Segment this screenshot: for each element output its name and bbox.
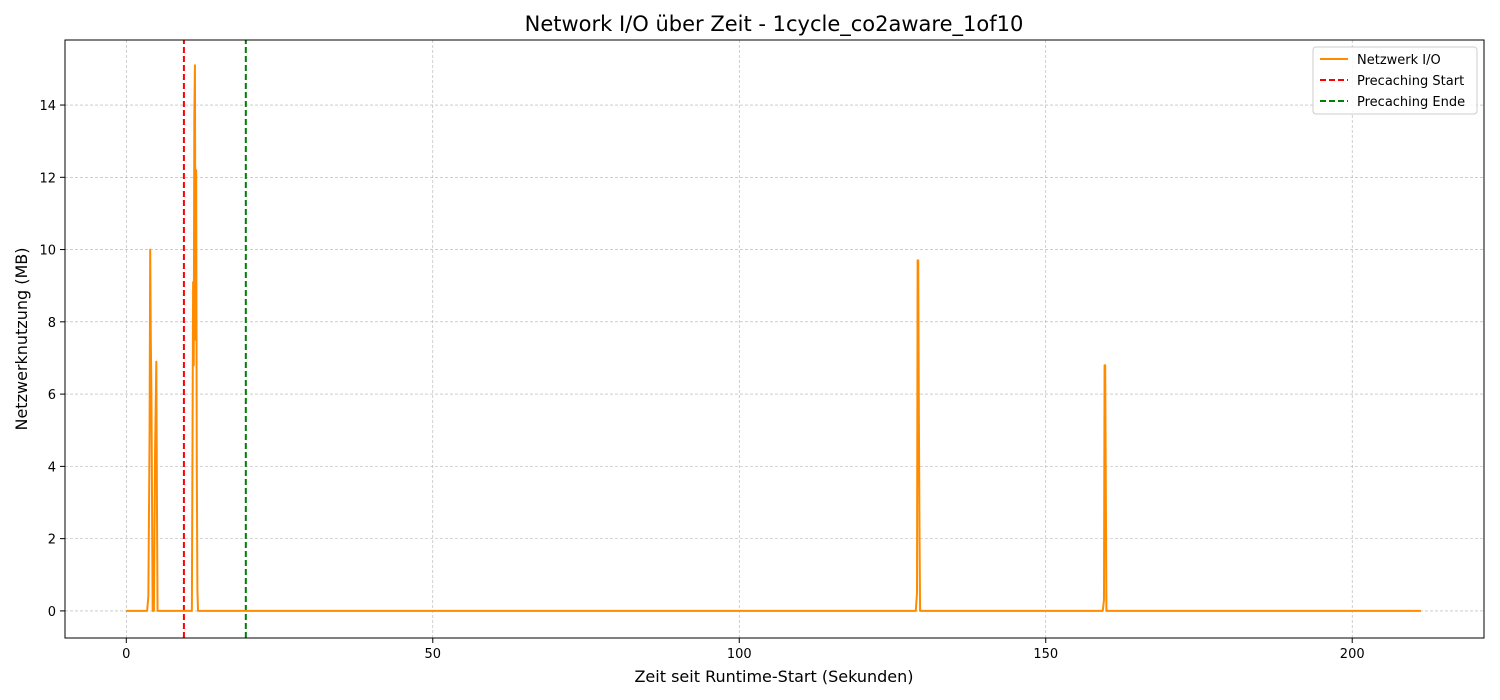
x-tick-label: 100 [727,647,752,662]
legend-label-netzwerk-io: Netzwerk I/O [1357,53,1441,68]
y-tick-label: 8 [48,316,56,331]
y-tick-label: 0 [48,605,56,620]
chart-title: Network I/O über Zeit - 1cycle_co2aware_… [525,12,1024,37]
data-series [126,64,1421,612]
legend: Netzwerk I/O Precaching Start Precaching… [1312,46,1478,115]
x-tick-label: 200 [1340,647,1365,662]
y-tick-label: 6 [48,388,56,403]
x-axis-label: Zeit seit Runtime-Start (Sekunden) [634,667,913,686]
x-axis-ticks: 0 50 100 150 200 [122,638,1365,662]
series-line-netzwerk-i-o [126,64,1421,612]
y-tick-label: 2 [48,533,56,548]
precaching-markers [182,40,247,638]
y-tick-label: 4 [48,460,56,475]
y-tick-label: 14 [39,99,56,114]
y-axis-ticks: 0 2 4 6 8 10 12 14 [39,99,65,620]
legend-box [1312,46,1478,115]
grid [65,40,1484,638]
x-tick-label: 0 [122,647,130,662]
legend-label-precaching-ende: Precaching Ende [1357,95,1465,110]
y-tick-label: 12 [39,171,56,186]
x-tick-label: 150 [1033,647,1058,662]
legend-label-precaching-start: Precaching Start [1357,74,1464,89]
x-tick-label: 50 [425,647,442,662]
y-axis-label: Netzwerknutzung (MB) [12,248,31,431]
y-tick-label: 10 [39,244,56,259]
plot-area-frame [64,39,1485,639]
